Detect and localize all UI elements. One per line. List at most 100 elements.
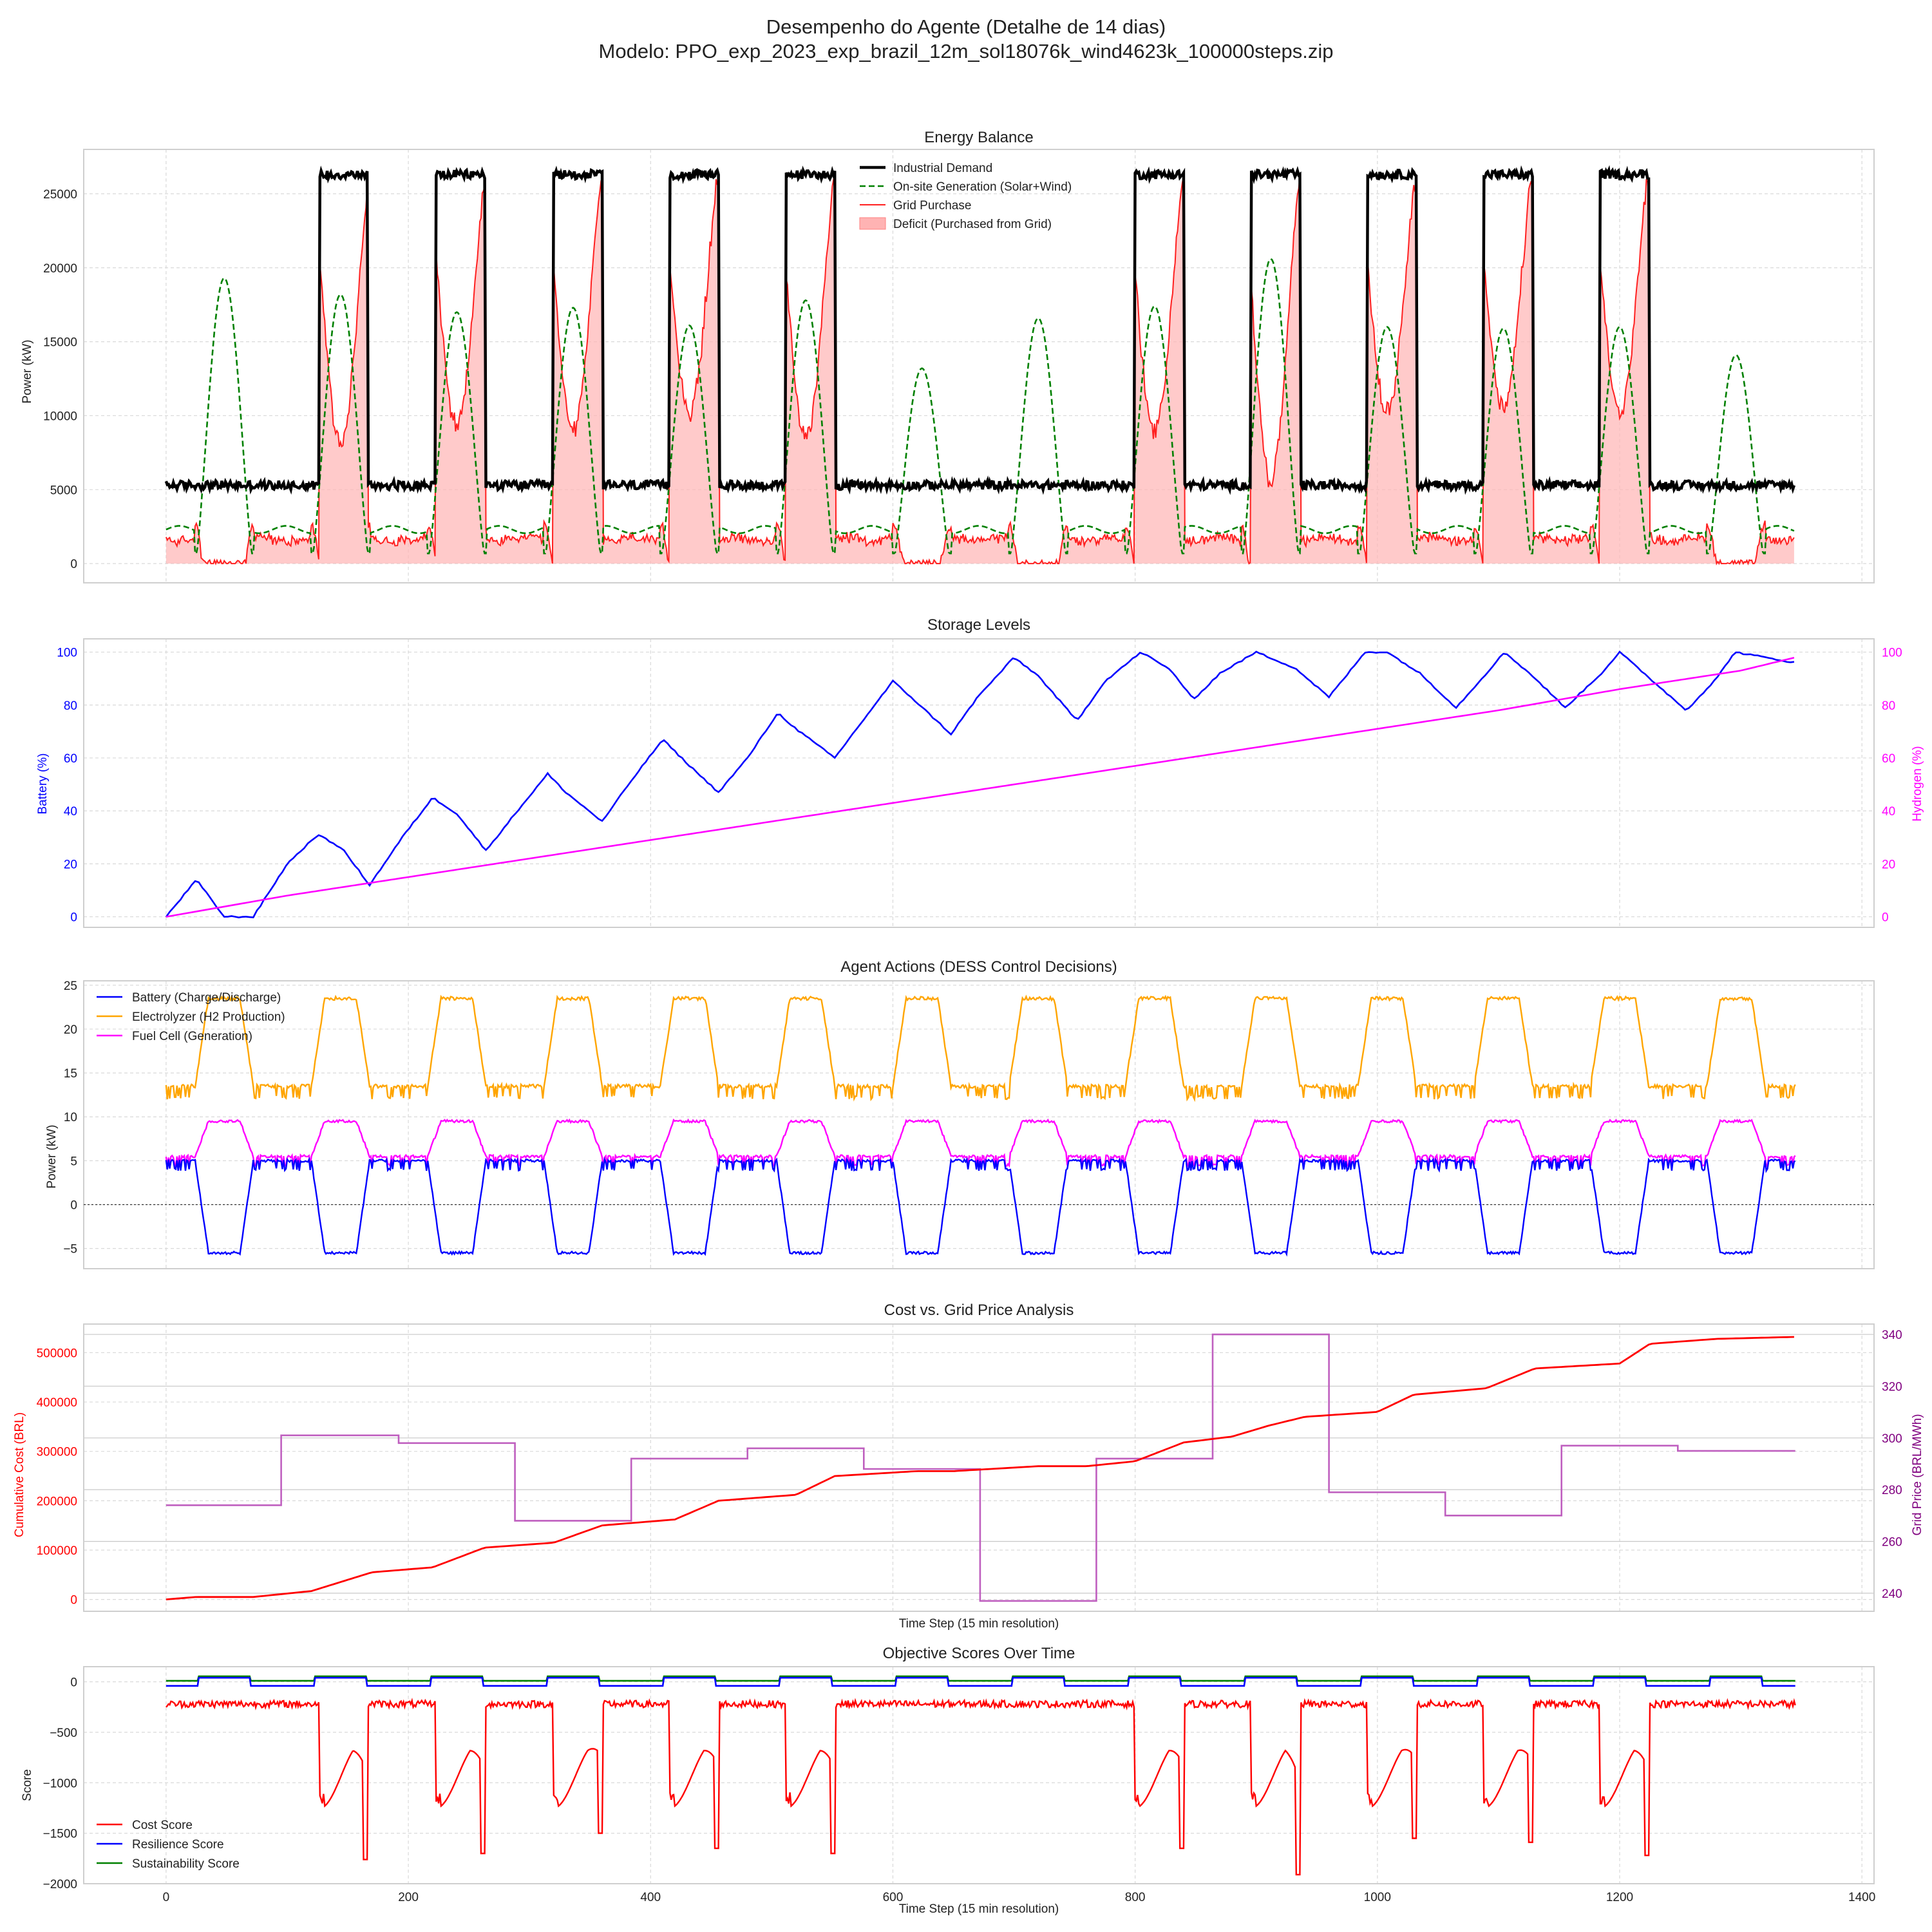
scores-ylabel: Score	[21, 1769, 34, 1801]
agent-actions-panel: Agent Actions (DESS Control Decisions) P…	[45, 958, 1875, 1269]
legend-label: Fuel Cell (Generation)	[132, 1030, 252, 1043]
axes-frame	[83, 980, 1875, 1269]
y-tick-label: −1500	[43, 1828, 77, 1841]
figure-subtitle: Modelo: PPO_exp_2023_exp_brazil_12m_sol1…	[599, 40, 1334, 62]
y-tick-label: 0	[70, 558, 77, 571]
y-tick-label: 500000	[37, 1347, 77, 1360]
hydrogen-tick-label: 80	[1882, 699, 1895, 713]
scores-grid	[83, 1666, 1875, 1884]
grid-price-line	[166, 1333, 1795, 1602]
storage-plot	[165, 650, 1795, 919]
right-y-tick-label: 240	[1882, 1587, 1902, 1601]
y-tick-label: 60	[64, 752, 77, 766]
energy-balance-plot	[164, 165, 1796, 566]
y-tick-label: 15000	[43, 336, 77, 350]
scores-panel: Objective Scores Over Time Score Time St…	[21, 1645, 1875, 1916]
y-tick-label: 200000	[37, 1495, 77, 1508]
axes-frame	[83, 638, 1875, 928]
energy-balance-ylabel: Power (kW)	[21, 339, 34, 403]
y-tick-label: 20	[64, 858, 77, 871]
scores-ticks: 0 200 400 600 800 1000 1200 1400 −2000 −1500 −1000…	[43, 1676, 1876, 1904]
scores-title: Objective Scores Over Time	[883, 1645, 1075, 1662]
battery-line	[165, 650, 1795, 919]
x-tick-label: 1000	[1364, 1891, 1391, 1904]
cost-panel-xlabel: Time Step (15 min resolution)	[899, 1617, 1059, 1631]
agent-actions-ylabel: Power (kW)	[45, 1124, 59, 1188]
legend-label: Sustainability Score	[132, 1857, 240, 1871]
cost-plot	[166, 1333, 1795, 1602]
hydrogen-tick-label: 100	[1882, 647, 1902, 660]
y-tick-label: 100000	[37, 1544, 77, 1558]
energy-balance-panel: Energy Balance Power (kW) 0 5000 10000 1500…	[21, 129, 1875, 583]
axes-frame	[83, 1323, 1875, 1612]
y-tick-label: 10000	[43, 410, 77, 423]
y-tick-label: 0	[70, 1199, 77, 1213]
scores-xlabel: Time Step (15 min resolution)	[899, 1902, 1059, 1916]
y-tick-label: 5000	[50, 484, 77, 497]
cost-ticks: 0 100000 200000 300000 400000 500000 240 260 280…	[37, 1329, 1902, 1607]
x-tick-label: 200	[398, 1891, 419, 1904]
y-tick-label: 5	[70, 1155, 77, 1168]
legend-label: Grid Purchase	[893, 199, 971, 213]
electrolyzer-line	[165, 994, 1796, 1103]
storage-ticks: 0 20 40 60 80 100 0 20 40 60 80 100	[57, 647, 1902, 925]
storage-grid	[83, 638, 1875, 928]
cost-grid	[83, 1323, 1875, 1612]
energy-balance-legend: Industrial Demand On-site Generation (Sol…	[859, 162, 1072, 231]
grid-purchase-line	[165, 175, 1795, 566]
battery-action-line	[165, 1157, 1796, 1257]
scores-plot	[166, 1675, 1796, 1876]
right-y-tick-label: 280	[1882, 1484, 1902, 1497]
y-tick-label: −5	[63, 1243, 77, 1256]
legend-label: On-site Generation (Solar+Wind)	[893, 180, 1072, 194]
agent-actions-legend: Battery (Charge/Discharge) Electrolyzer (…	[97, 991, 285, 1043]
right-y-tick-label: 340	[1882, 1329, 1902, 1342]
x-tick-label: 1200	[1606, 1891, 1633, 1904]
x-tick-label: 1400	[1848, 1891, 1875, 1904]
x-tick-label: 400	[640, 1891, 661, 1904]
legend-label: Deficit (Purchased from Grid)	[893, 218, 1052, 231]
y-tick-label: 15	[64, 1067, 77, 1081]
y-tick-label: 25000	[43, 188, 77, 202]
agent-actions-ticks: −5 0 5 10 15 20 25	[63, 980, 77, 1256]
agent-actions-plot	[84, 994, 1874, 1257]
cumulative-cost-ylabel: Cumulative Cost (BRL)	[13, 1412, 26, 1537]
right-y-tick-label: 320	[1882, 1380, 1902, 1394]
axes-frame	[83, 1666, 1875, 1884]
x-tick-label: 0	[163, 1891, 170, 1904]
legend-swatch	[859, 217, 886, 230]
y-tick-label: −2000	[43, 1878, 77, 1891]
y-tick-label: 20000	[43, 262, 77, 276]
storage-levels-panel: Storage Levels Battery (%) Hydrogen (%) …	[36, 616, 1924, 928]
cost-panel-title: Cost vs. Grid Price Analysis	[884, 1302, 1074, 1319]
hydrogen-tick-label: 40	[1882, 805, 1895, 819]
energy-balance-title: Energy Balance	[924, 129, 1033, 146]
x-tick-label: 800	[1125, 1891, 1146, 1904]
right-y-tick-label: 260	[1882, 1536, 1902, 1549]
demand-line	[164, 165, 1796, 495]
hydrogen-line	[166, 656, 1795, 918]
scores-legend: Cost Score Resilience Score Sustainability…	[97, 1819, 240, 1871]
resilience-score-line	[166, 1676, 1795, 1687]
cost-score-line	[166, 1698, 1796, 1876]
y-tick-label: 300000	[37, 1446, 77, 1459]
hydrogen-tick-label: 60	[1882, 752, 1895, 766]
cost-panel: Cost vs. Grid Price Analysis Cumulative …	[13, 1302, 1924, 1631]
grid-price-ylabel: Grid Price (BRL/MWh)	[1911, 1414, 1924, 1536]
figure-title: Desempenho do Agente (Detalhe de 14 dias…	[766, 15, 1166, 38]
y-tick-label: 0	[70, 1676, 77, 1690]
storage-levels-title: Storage Levels	[927, 616, 1030, 634]
legend-label: Battery (Charge/Discharge)	[132, 991, 281, 1005]
generation-line	[166, 258, 1795, 554]
x-tick-label: 600	[883, 1891, 904, 1904]
y-tick-label: 400000	[37, 1396, 77, 1410]
legend-label: Cost Score	[132, 1819, 193, 1832]
y-tick-label: 25	[64, 980, 77, 993]
legend-label: Industrial Demand	[893, 162, 992, 175]
sustainability-score-line	[166, 1675, 1795, 1682]
storage-hydrogen-ylabel: Hydrogen (%)	[1911, 746, 1924, 821]
energy-balance-ticks: 0 5000 10000 15000 20000 25000	[43, 188, 77, 571]
y-tick-label: −1000	[43, 1777, 77, 1790]
hydrogen-tick-label: 0	[1882, 911, 1889, 925]
